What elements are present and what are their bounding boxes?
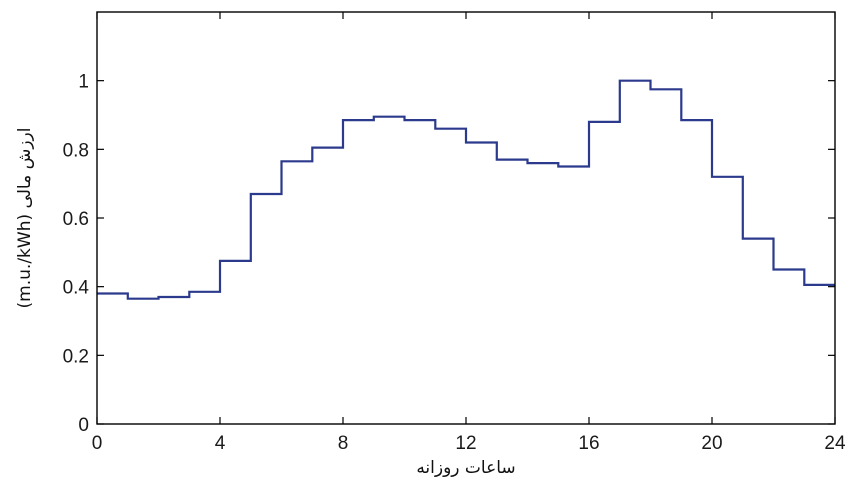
- y-tick-label-0.8: 0.8: [63, 140, 89, 161]
- y-tick-label-0.2: 0.2: [63, 346, 89, 367]
- x-axis-label: ساعات روزانه: [416, 458, 515, 478]
- y-tick-marks: [97, 80, 835, 425]
- plot-frame: [96, 11, 836, 425]
- y-tick-label-0.4: 0.4: [63, 278, 90, 299]
- x-tick-label-12: 12: [455, 433, 476, 454]
- x-tick-label-20: 20: [701, 433, 722, 454]
- y-axis-label: ارزش مالی (m.u./kWh): [15, 128, 35, 309]
- x-tick-label-0: 0: [92, 433, 103, 454]
- x-tick-labels: 0 4 8 12 16 20 24: [92, 433, 846, 454]
- series-step-line: [97, 79, 835, 300]
- y-tick-label-0.6: 0.6: [63, 209, 89, 230]
- x-tick-label-8: 8: [338, 433, 349, 454]
- y-tick-label-1: 1: [78, 72, 89, 93]
- x-tick-label-24: 24: [824, 433, 846, 454]
- y-tick-labels: 0 0.2 0.4 0.6 0.8 1: [63, 72, 90, 436]
- x-tick-marks: [96, 12, 836, 424]
- x-tick-label-16: 16: [578, 433, 599, 454]
- y-tick-label-0: 0: [78, 415, 89, 436]
- x-tick-label-4: 4: [215, 433, 226, 454]
